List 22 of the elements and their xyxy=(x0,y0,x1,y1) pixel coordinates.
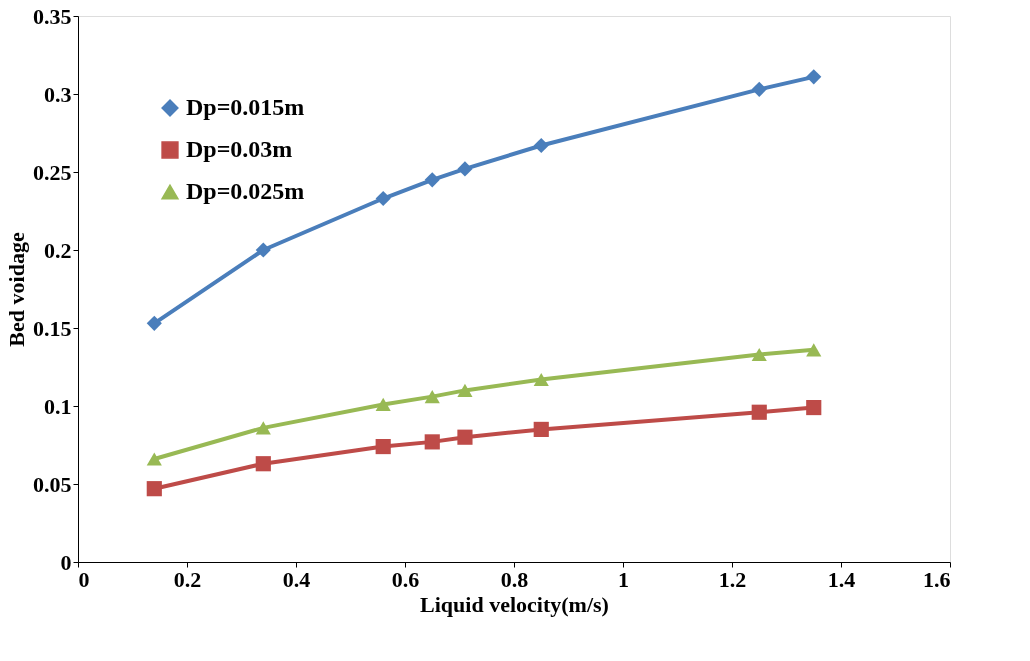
y-tick-label: 0 xyxy=(60,549,72,575)
x-axis-title: Liquid velocity(m/s) xyxy=(420,591,609,617)
x-tick-label: 0.2 xyxy=(173,566,202,592)
y-axis-title: Bed voidage xyxy=(4,232,29,347)
x-tick-label: 1 xyxy=(618,566,629,592)
y-tick-label: 0.05 xyxy=(33,471,72,497)
x-tick-label: 1.4 xyxy=(827,566,856,592)
y-tick-label: 0.35 xyxy=(33,3,72,29)
y-tick-label: 0.2 xyxy=(44,237,72,263)
x-tick-label: 1.6 xyxy=(923,566,951,592)
x-tick-label: 0.8 xyxy=(500,566,529,592)
y-tick-label: 0.3 xyxy=(44,81,72,107)
y-tick-label: 0.25 xyxy=(33,159,72,185)
y-tick-label: 0.1 xyxy=(44,393,72,419)
x-tick-label: 1.2 xyxy=(718,566,747,592)
legend-label: Dp=0.03m xyxy=(186,136,293,162)
x-tick-label: 0.6 xyxy=(391,566,420,592)
x-tick-label: 0.4 xyxy=(282,566,311,592)
y-tick-label: 0.15 xyxy=(33,315,72,341)
x-tick-label: 0 xyxy=(78,566,90,592)
legend-label: Dp=0.025m xyxy=(186,178,305,204)
legend-label: Dp=0.015m xyxy=(186,94,305,120)
